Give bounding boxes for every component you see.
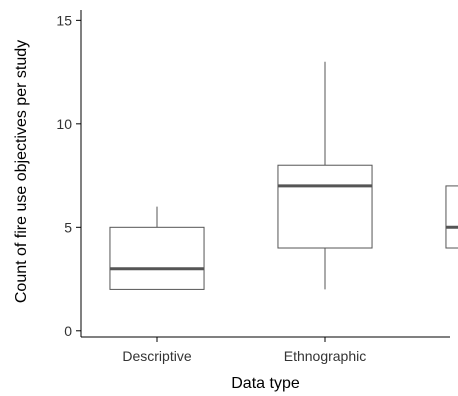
box-ethnographic bbox=[277, 61, 373, 290]
plot-area bbox=[109, 61, 458, 290]
iqr-box bbox=[445, 185, 458, 249]
x-tick-label: Descriptive bbox=[122, 348, 191, 364]
iqr-box bbox=[277, 164, 373, 249]
y-tick-label: 0 bbox=[64, 323, 72, 339]
y-axis-title: Count of fire use objectives per study bbox=[13, 40, 30, 303]
x-axis-title: Data type bbox=[231, 375, 300, 392]
x-tick-label: Ethnographic bbox=[284, 348, 367, 364]
box-descriptive bbox=[109, 206, 205, 290]
y-tick-label: 10 bbox=[56, 116, 72, 132]
x-axis-ticks: DescriptiveEthnographicHistorical bbox=[122, 337, 367, 364]
y-axis-ticks: 0 5 10 15 bbox=[56, 12, 81, 339]
y-tick-label: 15 bbox=[56, 12, 72, 28]
iqr-box bbox=[109, 226, 205, 290]
box-historical bbox=[445, 185, 458, 249]
y-tick-label: 5 bbox=[64, 219, 72, 235]
